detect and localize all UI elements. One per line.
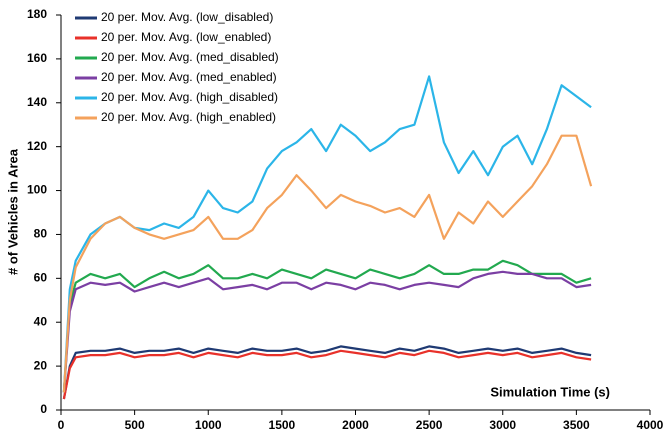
x-tick-label: 2000 xyxy=(342,418,369,432)
x-tick-label: 4000 xyxy=(637,418,664,432)
legend-label: 20 per. Mov. Avg. (high_enabled) xyxy=(101,110,276,124)
x-tick-label: 3000 xyxy=(489,418,516,432)
series-line xyxy=(62,349,592,400)
x-axis-title: Simulation Time (s) xyxy=(490,384,610,399)
series-line xyxy=(62,270,592,393)
y-tick-label: 160 xyxy=(27,51,47,65)
legend-label: 20 per. Mov. Avg. (high_disabled) xyxy=(101,90,278,104)
y-tick-label: 120 xyxy=(27,139,47,153)
y-tick-label: 140 xyxy=(27,95,47,109)
x-tick-label: 1500 xyxy=(269,418,296,432)
legend-label: 20 per. Mov. Avg. (med_disabled) xyxy=(101,50,279,64)
x-tick-label: 1000 xyxy=(195,418,222,432)
x-tick-label: 3500 xyxy=(563,418,590,432)
y-tick-label: 20 xyxy=(34,358,48,372)
y-tick-label: 60 xyxy=(34,271,48,285)
legend-label: 20 per. Mov. Avg. (med_enabled) xyxy=(101,70,277,84)
series-line xyxy=(62,259,592,393)
y-tick-label: 0 xyxy=(40,402,47,416)
x-tick-label: 0 xyxy=(58,418,65,432)
y-tick-label: 40 xyxy=(34,314,48,328)
x-tick-label: 500 xyxy=(125,418,145,432)
x-tick-label: 2500 xyxy=(416,418,443,432)
legend-label: 20 per. Mov. Avg. (low_disabled) xyxy=(101,10,273,24)
y-tick-label: 180 xyxy=(27,7,47,21)
series-line xyxy=(62,134,593,393)
series-line xyxy=(62,345,592,400)
y-tick-label: 80 xyxy=(34,227,48,241)
legend-label: 20 per. Mov. Avg. (low_enabled) xyxy=(101,30,271,44)
y-tick-label: 100 xyxy=(27,183,47,197)
y-axis-title: # of Vehicles in Area xyxy=(5,148,20,275)
